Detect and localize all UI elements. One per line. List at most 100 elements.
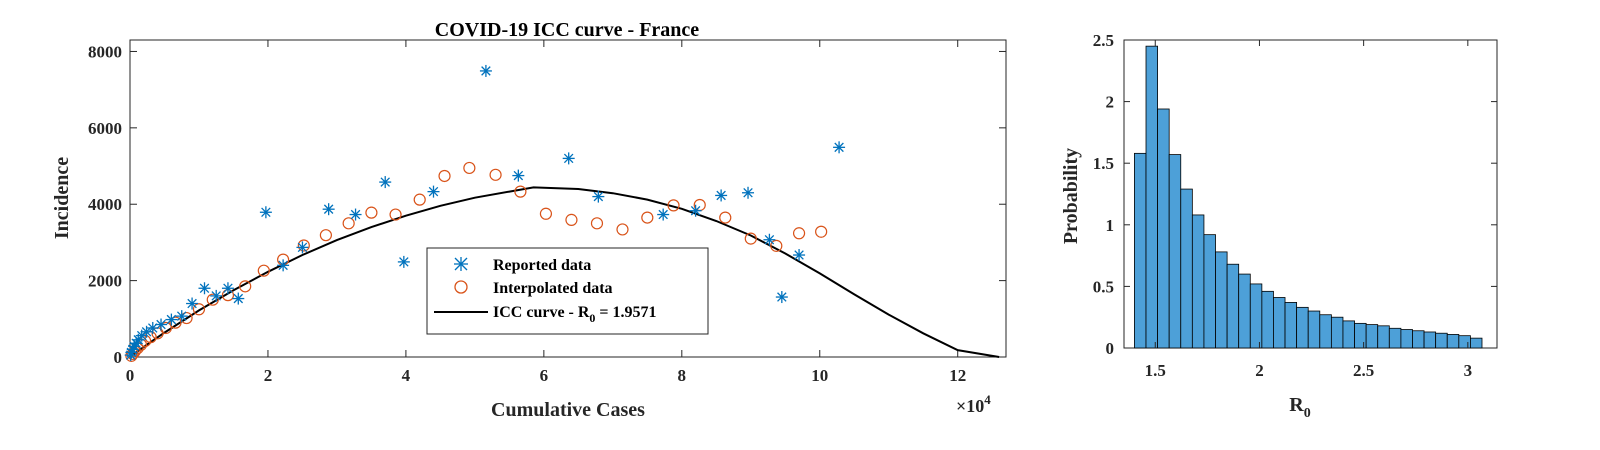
reported-point: [689, 204, 702, 217]
interpolated-point: [159, 321, 172, 335]
r0-histogram-bar: [1412, 330, 1425, 349]
interpolated-point: [180, 311, 193, 325]
interpolated-point: [239, 280, 252, 293]
r0-x-axis: 1.5 2 2.5 3: [1145, 40, 1472, 380]
icc-x-tick-label: 2: [264, 366, 273, 385]
interpolated-point: [770, 239, 783, 252]
legend-icc-label-sub: 0: [589, 311, 595, 325]
reported-point: [427, 185, 440, 198]
r0-x-tick-label: 2.5: [1353, 361, 1374, 380]
icc-x-tick-label: 12: [949, 366, 966, 385]
interpolated-point: [389, 208, 402, 221]
icc-y-tick-label: 8000: [88, 42, 122, 61]
icc-points-layer: [124, 64, 846, 362]
r0-histogram-bar: [1284, 302, 1298, 349]
interpolated-point: [539, 207, 553, 220]
icc-x-exponent-power: 4: [984, 392, 991, 407]
r0-bars-layer: [1134, 45, 1483, 349]
interpolated-point: [514, 185, 527, 198]
icc-plot-area: [129, 39, 1007, 358]
interpolated-point: [257, 264, 270, 277]
r0-y-tick-label: 2: [1106, 93, 1115, 112]
r0-histogram-bar: [1365, 324, 1379, 349]
interpolated-point: [192, 303, 206, 316]
r0-histogram-bar: [1435, 332, 1448, 349]
reported-point: [349, 208, 362, 221]
r0-y-tick-label: 1: [1106, 216, 1115, 235]
r0-histogram-bar: [1238, 273, 1251, 349]
interpolated-point: [641, 211, 654, 224]
r0-y-axis: 0 0.5 1 1.5 2 2.5: [1093, 31, 1497, 358]
interpolated-point: [815, 225, 828, 238]
reported-point: [175, 310, 188, 323]
r0-histogram-bar: [1377, 325, 1390, 349]
icc-y-axis: 0 2000 4000 6000 8000: [88, 42, 1006, 367]
r0-histogram-bar: [1458, 335, 1471, 349]
reported-point: [186, 297, 199, 310]
r0-histogram-bar: [1191, 214, 1205, 349]
reported-point: [198, 282, 211, 295]
r0-histogram-bar: [1400, 329, 1413, 349]
interpolated-point: [616, 223, 629, 236]
reported-point: [296, 241, 309, 254]
r0-histogram-bar: [1470, 337, 1483, 349]
icc-y-tick-label: 0: [114, 348, 123, 367]
r0-histogram: 1.5 2 2.5 3 00.511.522.5 Probability R0: [1060, 31, 1498, 421]
icc-legend-box: [426, 247, 709, 335]
reported-point: [379, 176, 392, 189]
interpolated-point: [206, 293, 219, 306]
reported-point: [742, 186, 755, 199]
reported-point: [322, 203, 335, 216]
r0-histogram-bar: [1168, 154, 1182, 349]
interpolated-point: [719, 211, 732, 224]
icc-legend: Reported data Interpolated data ICC curv…: [426, 247, 709, 335]
reported-point: [479, 64, 492, 77]
legend-interpolated-label: Interpolated data: [493, 280, 613, 297]
reported-point: [512, 169, 525, 182]
icc-y-tick-label: 4000: [88, 195, 122, 214]
icc-chart-title: COVID-19 ICC curve - France: [435, 19, 700, 41]
icc-curve-layer: [129, 186, 1000, 358]
icc-chart: COVID-19 ICC curve - France 0 2 4 6 8 10 12 0 2…: [51, 19, 1007, 421]
interpolated-point: [319, 229, 332, 242]
reported-point: [259, 206, 272, 219]
reported-point: [775, 291, 788, 304]
r0-histogram-bar: [1319, 314, 1332, 349]
interpolated-point: [489, 168, 502, 181]
icc-x-tick-label: 6: [540, 366, 549, 385]
icc-y-tick-label: 6000: [88, 119, 122, 138]
r0-y-tick-label: 0: [1106, 339, 1115, 358]
r0-histogram-bar: [1261, 290, 1274, 349]
r0-x-tick-label: 2: [1255, 361, 1264, 380]
r0-histogram-bar: [1446, 334, 1460, 349]
icc-x-axis-label: Cumulative Cases: [491, 399, 645, 421]
reported-point: [232, 292, 245, 305]
interpolated-point: [590, 217, 604, 230]
legend-icc-label-prefix: ICC curve - R: [493, 304, 590, 321]
interpolated-point: [438, 169, 451, 183]
interpolated-point: [169, 316, 182, 329]
r0-x-axis-label-sub: 0: [1304, 406, 1311, 421]
reported-point: [715, 189, 728, 202]
r0-histogram-bar: [1249, 283, 1263, 349]
interpolated-point: [565, 213, 578, 226]
legend-interpolated-marker: [454, 280, 468, 294]
reported-point: [155, 318, 168, 331]
reported-point: [793, 249, 806, 262]
r0-histogram-bar: [1307, 310, 1321, 349]
icc-x-exponent: ×104: [956, 392, 991, 416]
reported-point: [562, 152, 575, 165]
r0-y-tick-label: 1.5: [1093, 154, 1114, 173]
r0-histogram-bar: [1226, 263, 1240, 349]
r0-x-tick-label: 1.5: [1145, 361, 1166, 380]
r0-histogram-bar: [1330, 316, 1344, 349]
icc-y-tick-label: 2000: [88, 272, 122, 291]
legend-reported-marker: [454, 257, 468, 271]
interpolated-point: [413, 193, 426, 206]
icc-x-axis: 0 2 4 6 8 10 12: [126, 40, 966, 385]
legend-icc-label: ICC curve - R0 = 1.9571: [493, 304, 657, 325]
reported-point: [397, 255, 410, 268]
interpolated-point: [667, 199, 680, 212]
reported-point: [657, 208, 670, 221]
